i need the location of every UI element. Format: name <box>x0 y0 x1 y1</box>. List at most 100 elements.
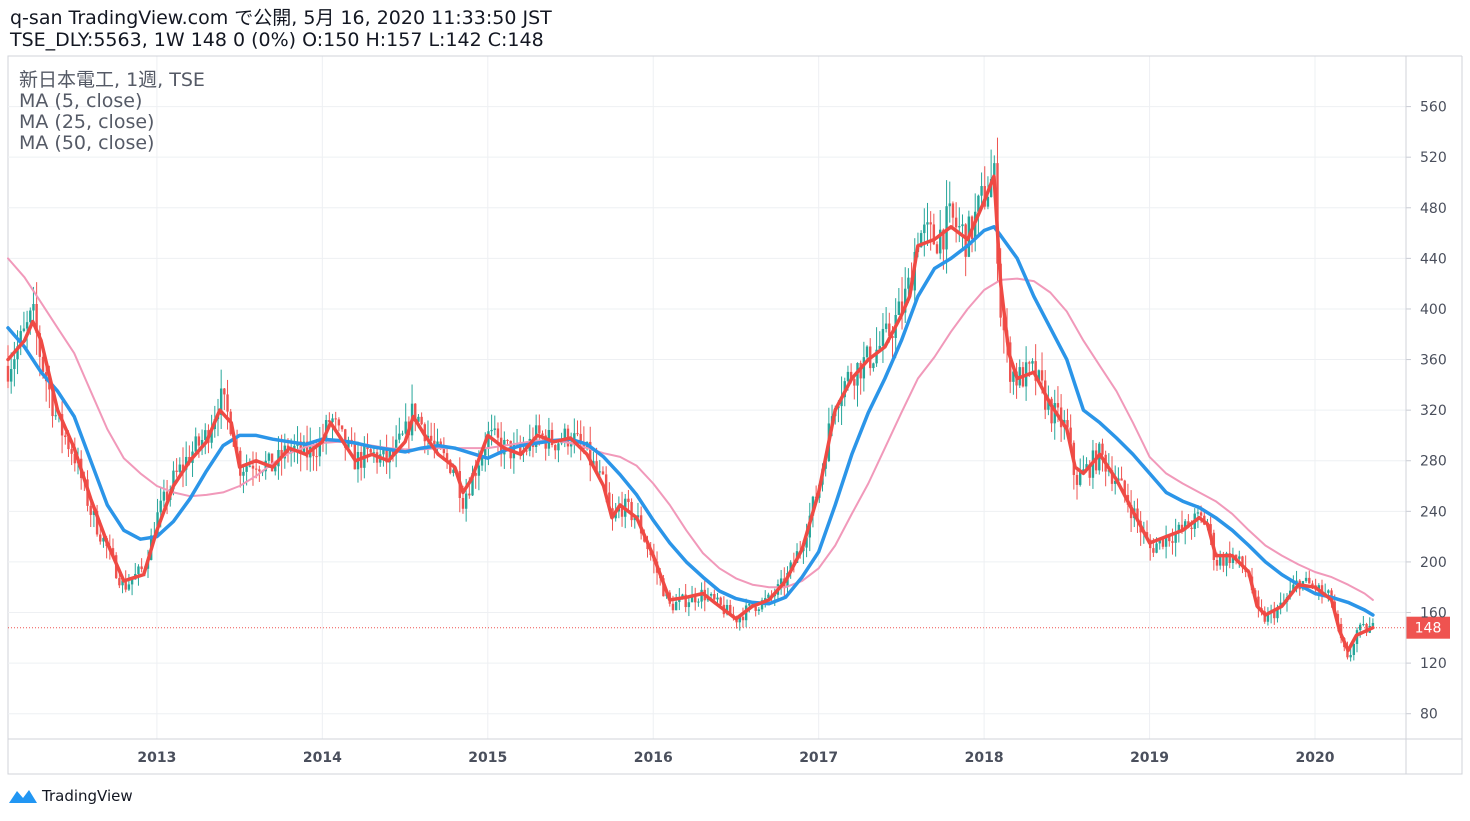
candle-body <box>60 414 64 436</box>
candle-body <box>1177 524 1181 533</box>
candle-body <box>464 493 468 509</box>
candle-body <box>118 578 121 586</box>
candle-body <box>630 502 633 521</box>
y-tick-label: 360 <box>1420 353 1447 369</box>
candle-body <box>258 469 261 472</box>
candle-body <box>344 429 347 448</box>
candle-body <box>738 616 741 623</box>
candle-body <box>484 448 487 456</box>
candle-body <box>620 505 624 517</box>
candle-body <box>1209 524 1212 533</box>
candle-body <box>334 418 337 420</box>
legend-ma50[interactable]: MA (50, close) <box>19 132 155 154</box>
candle-body <box>159 500 162 513</box>
candle-body <box>1050 398 1053 424</box>
candle-body <box>589 441 592 466</box>
x-tick-label: 2014 <box>303 750 342 766</box>
candle-body <box>391 451 395 454</box>
candle-body <box>598 471 601 473</box>
candle-body <box>741 616 745 621</box>
candle-body <box>1123 480 1126 496</box>
candle-body <box>280 449 283 459</box>
candle-body <box>1174 532 1177 543</box>
candle-body <box>1069 427 1072 443</box>
candle-body <box>1222 557 1225 566</box>
candle-body <box>929 222 932 225</box>
candle-body <box>878 345 881 350</box>
candle-body <box>779 578 783 585</box>
plot-area[interactable] <box>7 55 1407 740</box>
candle-body <box>1266 613 1270 622</box>
candle-body <box>674 601 678 611</box>
candle-body <box>124 580 127 590</box>
x-tick-label: 2013 <box>137 750 176 766</box>
candle-body <box>181 464 185 470</box>
candle-body <box>1120 478 1123 481</box>
candle-body <box>884 323 888 329</box>
candle-body <box>1218 557 1222 566</box>
candle-body <box>197 436 201 446</box>
time-axis[interactable]: 2013 2014 2015 2016 2017 2018 2019 2020 <box>137 750 1334 766</box>
candle-body <box>891 335 894 339</box>
candle-body <box>442 448 446 454</box>
candle-body <box>907 277 910 289</box>
candle-body <box>487 431 490 449</box>
candle-body <box>986 197 990 207</box>
candle-body <box>853 379 856 386</box>
candle-body <box>38 333 42 357</box>
header-ohlc: TSE_DLY:5563, 1W 148 0 (0%) O:150 H:157 … <box>10 29 544 51</box>
candle-body <box>563 428 566 442</box>
candle-body <box>385 448 388 463</box>
candle-body <box>1012 371 1015 382</box>
legend-ma25[interactable]: MA (25, close) <box>19 111 155 133</box>
tradingview-branding[interactable]: TradingView <box>8 787 133 805</box>
candle-body <box>506 439 509 441</box>
candle-body <box>1129 504 1133 519</box>
candle-body <box>1079 471 1082 485</box>
candle-body <box>226 394 229 412</box>
candle-body <box>700 589 703 602</box>
candle-body <box>41 356 45 373</box>
candle-body <box>900 301 904 313</box>
candle-body <box>35 303 38 334</box>
candle-body <box>954 217 958 228</box>
candle-body <box>888 323 891 336</box>
candle-body <box>461 497 465 509</box>
candle-body <box>932 224 936 245</box>
candle-body <box>697 601 700 603</box>
candle-body <box>1114 480 1117 484</box>
candle-body <box>716 597 719 600</box>
candle-body <box>73 453 77 464</box>
candle-body <box>92 510 96 515</box>
candle-body <box>636 515 640 518</box>
x-tick-label: 2017 <box>799 750 838 766</box>
y-tick-label: 440 <box>1420 251 1447 267</box>
candle-body <box>1082 469 1085 472</box>
candle-body <box>595 461 598 472</box>
candle-body <box>754 606 757 612</box>
candle-body <box>1155 543 1158 553</box>
ma50-line <box>7 257 1374 601</box>
candle-body <box>1231 554 1235 564</box>
price-axis[interactable]: 80 120 160 200 240 280 320 360 400 440 480 520 560 <box>1406 100 1447 723</box>
candle-body <box>490 429 493 432</box>
candle-body <box>633 517 636 521</box>
legend-ma5[interactable]: MA (5, close) <box>19 90 143 112</box>
candle-body <box>557 443 560 451</box>
ma25-line <box>6 225 1375 617</box>
candle-body <box>293 445 296 449</box>
candle-body <box>1075 474 1079 485</box>
candle-body <box>337 419 341 426</box>
candle-body <box>429 435 433 441</box>
candle-body <box>32 303 35 311</box>
candle-body <box>538 425 541 434</box>
candle-body <box>961 224 964 227</box>
candle-body <box>1304 577 1308 582</box>
candle-body <box>1040 370 1044 381</box>
candle-body <box>1190 527 1193 529</box>
legend-symbol[interactable]: 新日本電工, 1週, TSE <box>19 69 205 91</box>
candle-body <box>1308 577 1311 584</box>
candle-body <box>849 371 853 380</box>
candle-body <box>289 448 293 454</box>
